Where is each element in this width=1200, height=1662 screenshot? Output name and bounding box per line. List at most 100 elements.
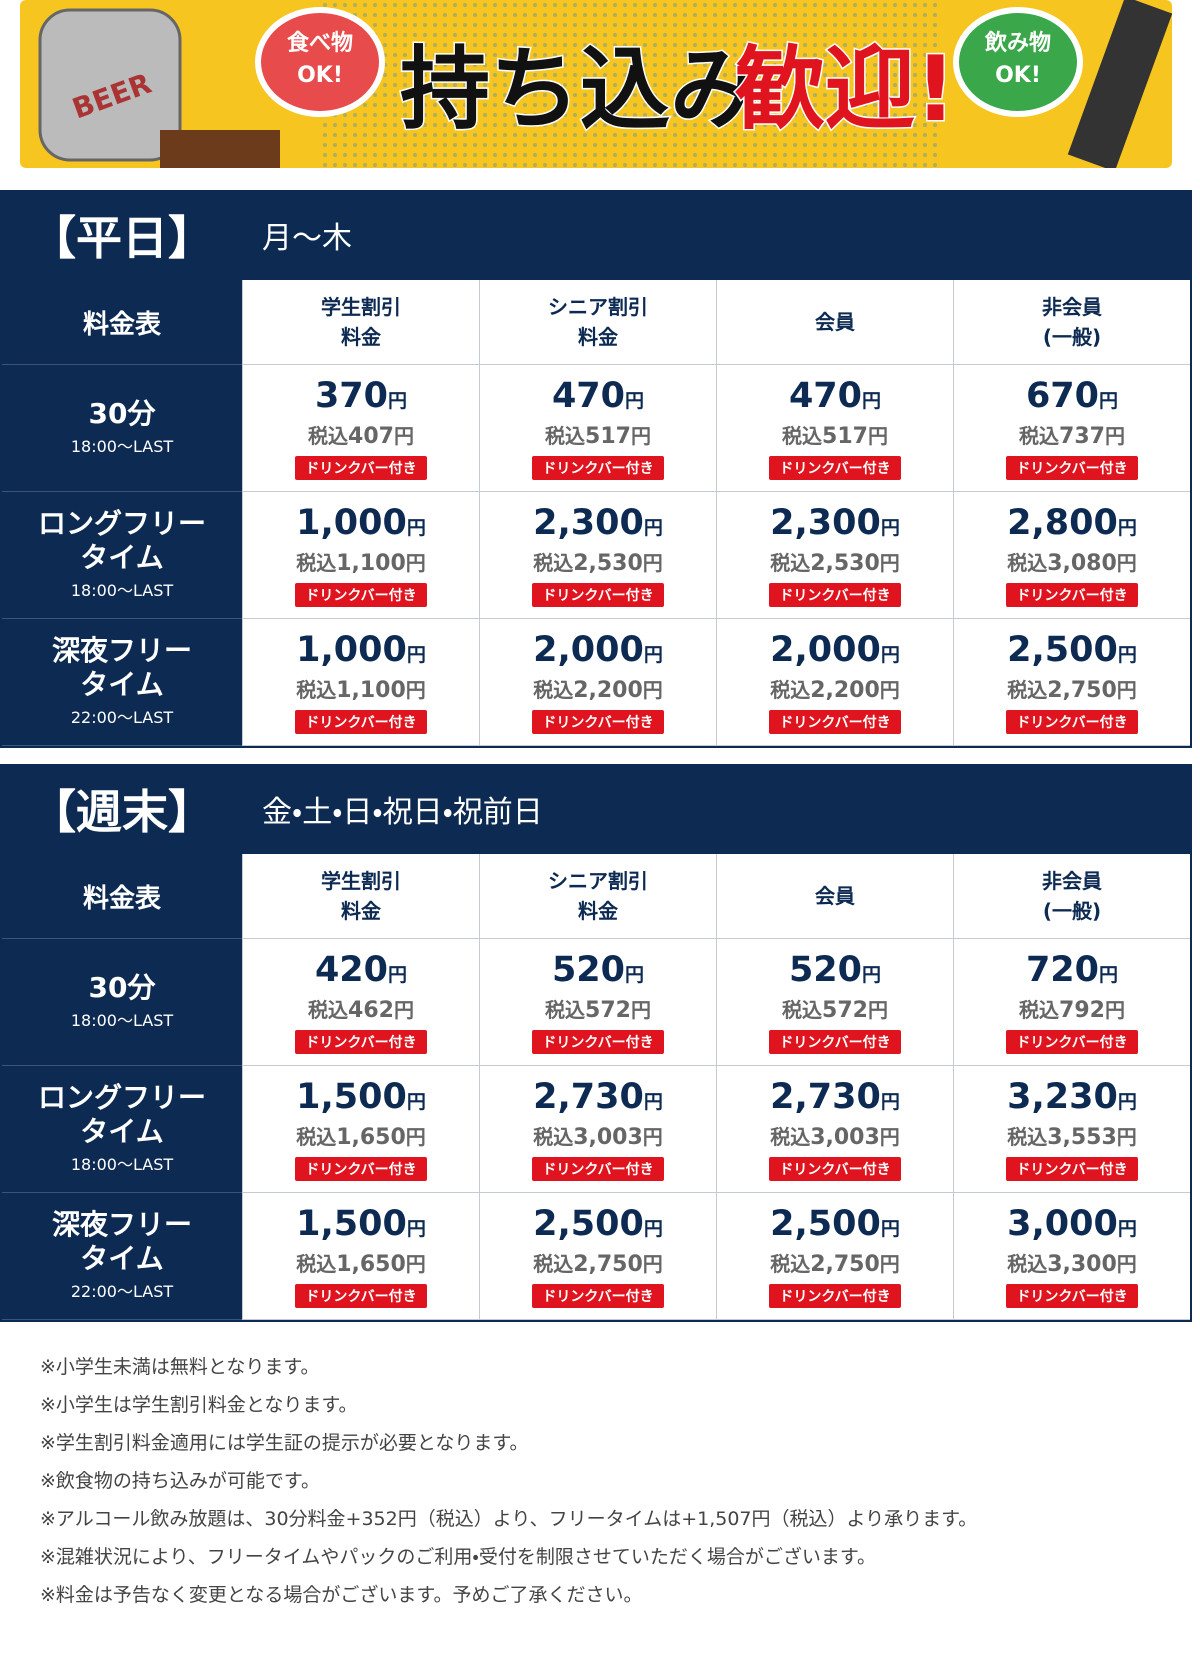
headline-accent: 歓迎! — [735, 37, 956, 142]
tax-value: 517 — [822, 424, 868, 449]
column-header-line: 会員 — [815, 884, 855, 908]
row-label-line: 30分 — [88, 397, 156, 430]
tax-prefix: 税込 — [770, 1125, 811, 1149]
price-cell: 420円 税込462円 ドリンクバー付き — [242, 939, 479, 1066]
drink-bar-badge: ドリンクバー付き — [295, 456, 427, 480]
tax-price: 税込2,200円 — [770, 675, 900, 706]
price-cell: 3,230円 税込3,553円 ドリンクバー付き — [953, 1066, 1190, 1193]
food-bubble-text: OK! — [297, 63, 343, 88]
price-cell: 2,500円 税込2,750円 ドリンクバー付き — [716, 1193, 953, 1320]
price-value: 520 — [788, 950, 863, 990]
price: 2,300円 — [533, 503, 663, 548]
price: 670円 — [1026, 376, 1118, 421]
price-unit: 円 — [406, 644, 426, 666]
price-value: 3,230 — [1007, 1077, 1118, 1117]
can — [38, 8, 182, 162]
column-header: シニア割引 料金 — [479, 280, 716, 365]
price-cell: 520円 税込572円 ドリンクバー付き — [479, 939, 716, 1066]
tax-unit: 円 — [405, 1252, 426, 1276]
price: 1,000円 — [296, 630, 426, 675]
price-cell: 2,500円 税込2,750円 ドリンクバー付き — [953, 619, 1190, 746]
row-label-line: 深夜フリー — [51, 634, 192, 667]
column-header: シニア割引 料金 — [479, 854, 716, 939]
microphone — [1067, 0, 1172, 168]
banner: BEER 食べ物 OK! 持ち込み 歓迎! 飲み物 OK! — [20, 0, 1172, 168]
tax-price: 税込2,750円 — [1007, 675, 1137, 706]
drink-bubble-text: OK! — [995, 63, 1041, 88]
tax-price: 税込2,750円 — [770, 1249, 900, 1280]
tax-price: 税込462円 — [308, 995, 414, 1026]
row-label: ロングフリー タイム 18:00～LAST — [2, 492, 242, 619]
row-time: 22:00～LAST — [70, 708, 174, 727]
section-title: 【平日】 — [30, 211, 214, 265]
drink-bar-badge: ドリンクバー付き — [769, 456, 901, 480]
tax-price: 税込1,650円 — [296, 1122, 426, 1153]
tax-prefix: 税込 — [770, 1252, 811, 1276]
tax-price: 税込792円 — [1019, 995, 1125, 1026]
price-cell: 2,000円 税込2,200円 ドリンクバー付き — [479, 619, 716, 746]
tax-unit: 円 — [405, 1125, 426, 1149]
tax-prefix: 税込 — [1007, 551, 1048, 575]
price-value: 2,000 — [770, 630, 881, 670]
tax-prefix: 税込 — [1019, 424, 1060, 448]
column-header-line: シニア割引 — [548, 295, 648, 319]
tax-value: 2,750 — [573, 1252, 643, 1277]
tax-unit: 円 — [405, 678, 426, 702]
tax-value: 2,750 — [1047, 678, 1117, 703]
tax-prefix: 税込 — [1007, 1125, 1048, 1149]
corner-label: 料金表 — [2, 854, 242, 939]
tax-value: 3,003 — [810, 1125, 880, 1150]
price-value: 1,500 — [296, 1077, 407, 1117]
price-cell: 1,500円 税込1,650円 ドリンクバー付き — [242, 1193, 479, 1320]
tax-value: 3,300 — [1047, 1252, 1117, 1277]
tax-unit: 円 — [879, 1125, 900, 1149]
tax-price: 税込2,530円 — [770, 548, 900, 579]
tax-price: 税込517円 — [545, 421, 651, 452]
price: 2,000円 — [770, 630, 900, 675]
price: 470円 — [789, 376, 881, 421]
column-header: 非会員 (一般) — [953, 854, 1190, 939]
row-label: 30分 18:00～LAST — [2, 939, 242, 1066]
row-label-line: タイム — [80, 668, 164, 701]
price: 370円 — [315, 376, 407, 421]
price-unit: 円 — [406, 1218, 426, 1240]
tax-unit: 円 — [1116, 1252, 1137, 1276]
tax-value: 1,650 — [336, 1252, 406, 1277]
price-unit: 円 — [862, 390, 882, 412]
price-value: 2,730 — [770, 1077, 881, 1117]
price-unit: 円 — [880, 1218, 900, 1240]
price-value: 1,500 — [296, 1204, 407, 1244]
price-unit: 円 — [388, 964, 408, 986]
price-unit: 円 — [406, 517, 426, 539]
tax-prefix: 税込 — [533, 551, 574, 575]
note: ※アルコール飲み放題は、30分料金+352円（税込）より、フリータイムは+1,5… — [40, 1508, 978, 1530]
note: ※料金は予告なく変更となる場合がございます。予めご了承ください。 — [40, 1584, 643, 1606]
tax-value: 1,650 — [336, 1125, 406, 1150]
tax-value: 792 — [1059, 998, 1105, 1023]
price-cell: 470円 税込517円 ドリンクバー付き — [716, 365, 953, 492]
column-header-line: 非会員 — [1042, 295, 1102, 319]
note: ※学生割引料金適用には学生証の提示が必要となります。 — [40, 1432, 529, 1454]
column-header-line: (一般) — [1042, 899, 1102, 923]
price-cell: 3,000円 税込3,300円 ドリンクバー付き — [953, 1193, 1190, 1320]
column-header-line: 料金 — [341, 899, 381, 923]
price-value: 2,500 — [533, 1204, 644, 1244]
price-unit: 円 — [625, 964, 645, 986]
tax-value: 572 — [585, 998, 631, 1023]
price-cell: 2,300円 税込2,530円 ドリンクバー付き — [716, 492, 953, 619]
row-label-line: 深夜フリー — [51, 1208, 192, 1241]
section-header: 【週末】 金・土・日・祝日・祝前日 — [0, 764, 1192, 854]
tax-price: 税込572円 — [545, 995, 651, 1026]
tax-prefix: 税込 — [533, 1252, 574, 1276]
tax-price: 税込2,200円 — [533, 675, 663, 706]
tax-unit: 円 — [879, 551, 900, 575]
tax-prefix: 税込 — [545, 998, 586, 1022]
note: ※飲食物の持ち込みが可能です。 — [40, 1470, 321, 1492]
drink-bar-badge: ドリンクバー付き — [532, 1284, 664, 1308]
tax-value: 3,003 — [573, 1125, 643, 1150]
price-table: 料金表 学生割引 料金 シニア割引 料金 会員 非会員 (一般) 30分 18:00～LAST 42… — [0, 854, 1192, 1322]
drink-bar-badge: ドリンクバー付き — [769, 710, 901, 734]
price-unit: 円 — [1117, 517, 1137, 539]
tax-unit: 円 — [642, 551, 663, 575]
